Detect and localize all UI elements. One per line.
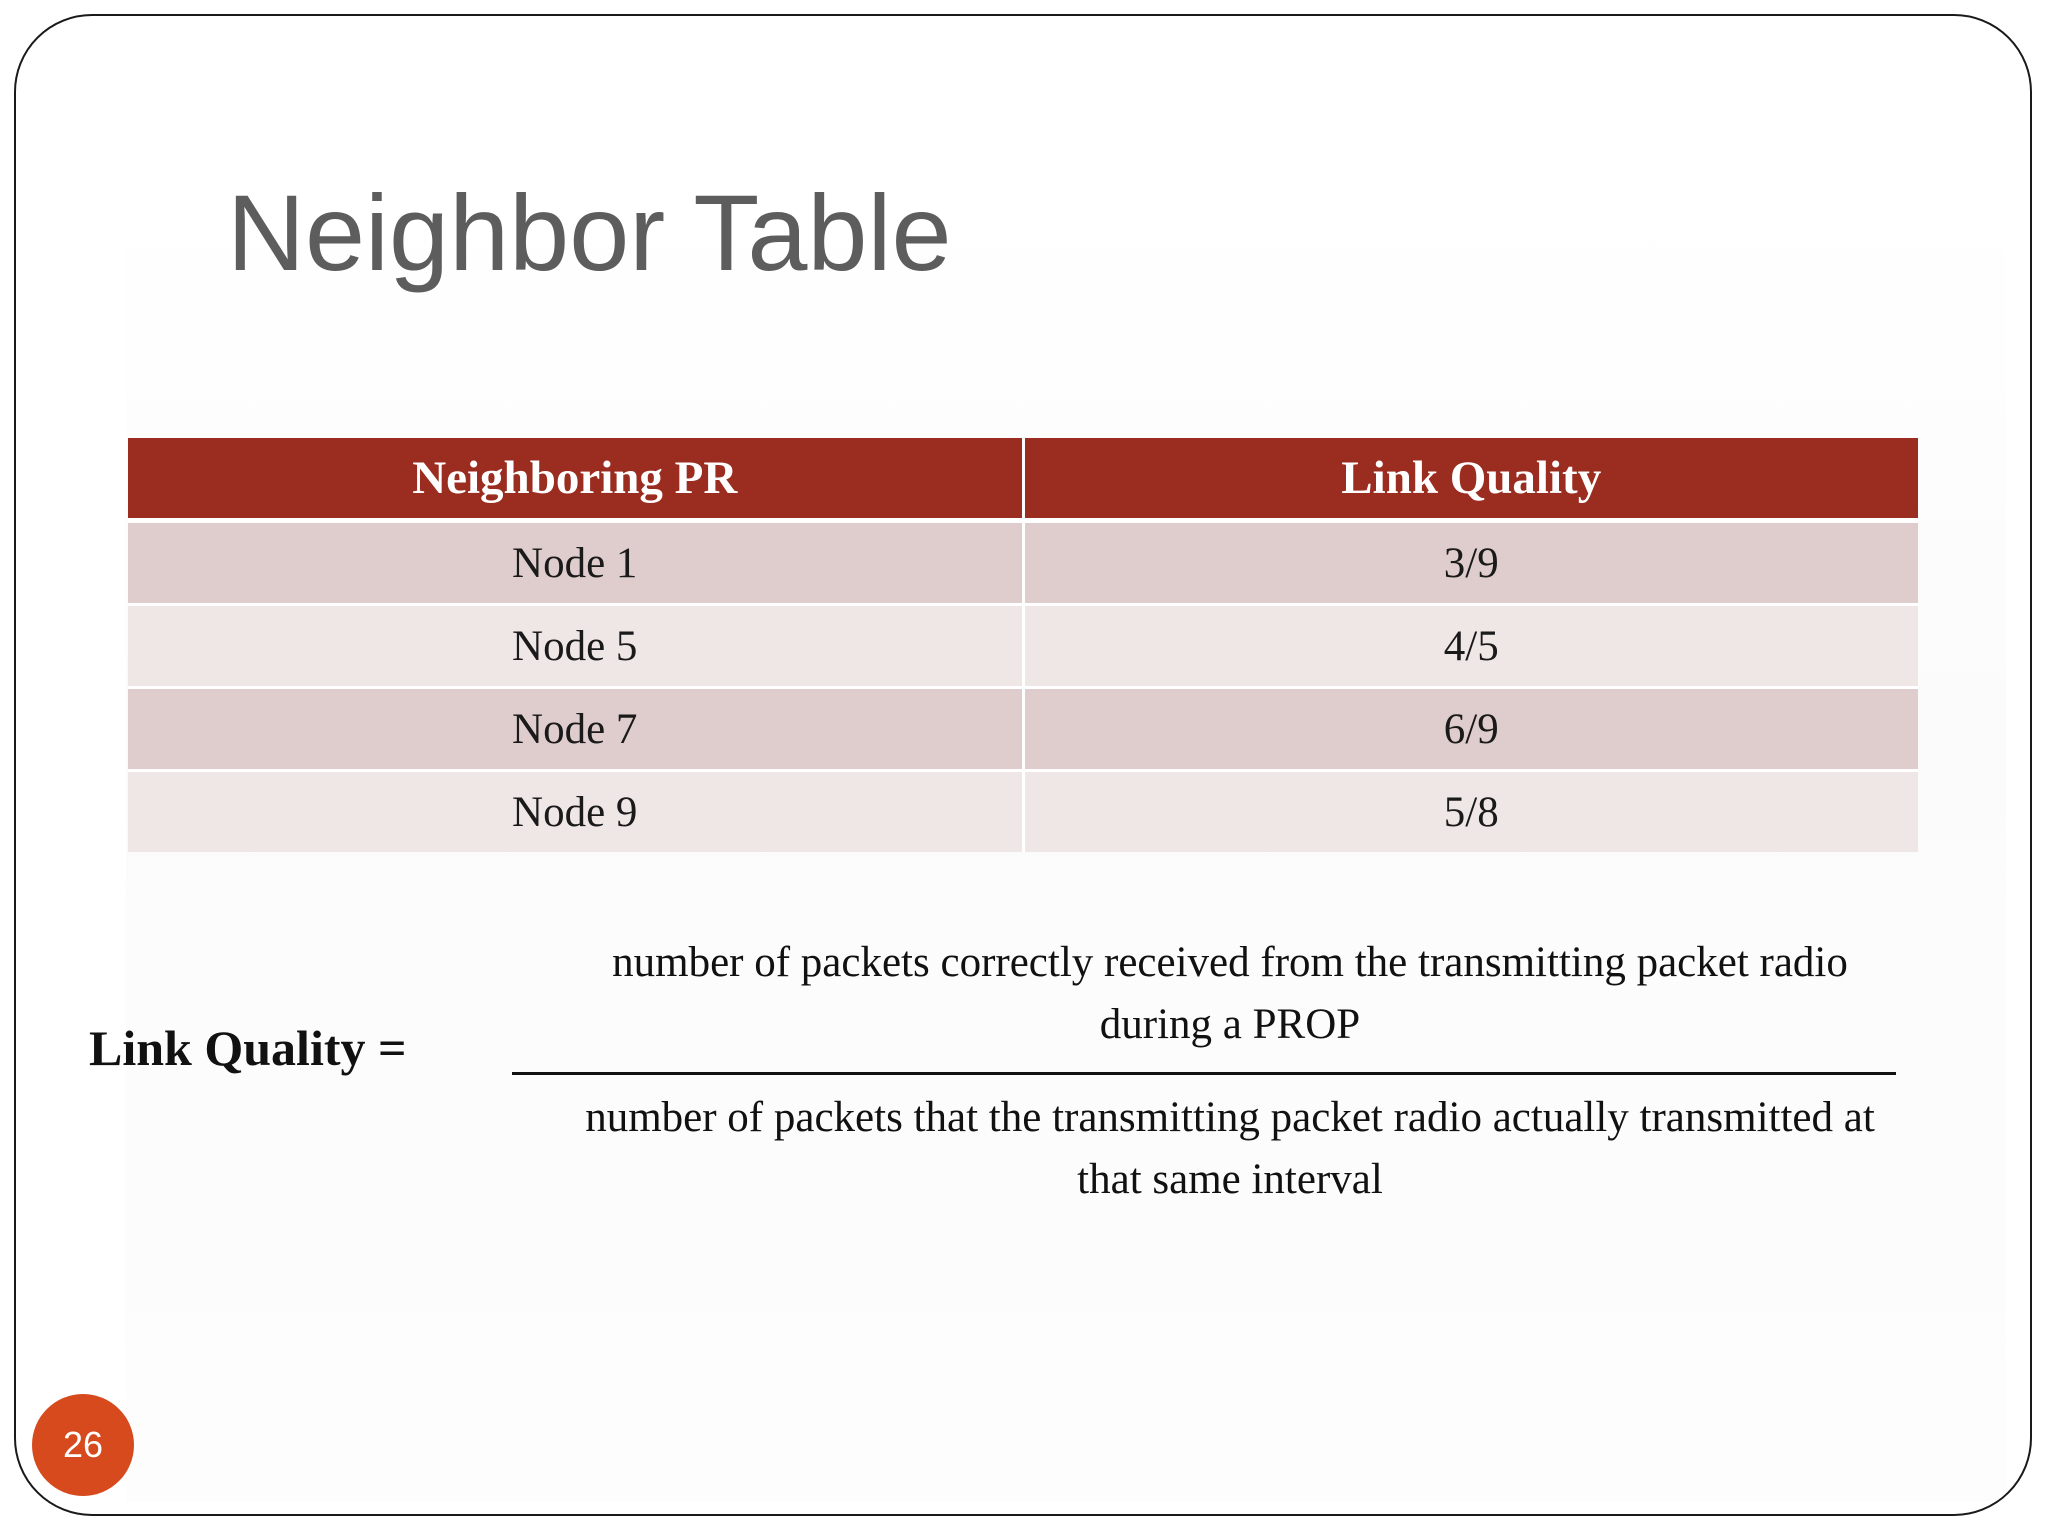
link-quality-cell: 6/9	[1021, 686, 1918, 771]
table-header-row: Neighboring PR Link Quality	[128, 438, 1918, 523]
formula-denominator: number of packets that the transmitting …	[520, 1087, 1940, 1211]
table-row: Node 7 6/9	[128, 686, 1918, 771]
neighbor-cell: Node 9	[128, 769, 1023, 852]
slide-title: Neighbor Table	[227, 172, 952, 293]
table-row: Node 5 4/5	[128, 603, 1918, 688]
link-quality-cell: 4/5	[1021, 603, 1918, 688]
fraction-bar	[512, 1072, 1896, 1075]
table-row: Node 9 5/8	[128, 769, 1918, 852]
header-neighboring-pr: Neighboring PR	[128, 438, 1023, 523]
neighbor-table: Neighboring PR Link Quality Node 1 3/9 N…	[128, 438, 1918, 852]
link-quality-cell: 5/8	[1021, 769, 1918, 852]
neighbor-cell: Node 5	[128, 603, 1023, 688]
header-link-quality: Link Quality	[1021, 438, 1918, 523]
denominator-line-2: that same interval	[1077, 1156, 1383, 1203]
formula-numerator: number of packets correctly received fro…	[520, 932, 1940, 1056]
link-quality-cell: 3/9	[1021, 519, 1918, 605]
neighbor-cell: Node 1	[128, 519, 1023, 605]
slide-number-badge: 26	[32, 1394, 134, 1496]
table-row: Node 1 3/9	[128, 519, 1918, 605]
formula-label: Link Quality =	[89, 1020, 407, 1076]
denominator-line-1: number of packets that the transmitting …	[585, 1094, 1875, 1141]
numerator-line-2: during a PROP	[1099, 1001, 1361, 1048]
neighbor-cell: Node 7	[128, 686, 1023, 771]
numerator-line-1: number of packets correctly received fro…	[612, 939, 1848, 986]
